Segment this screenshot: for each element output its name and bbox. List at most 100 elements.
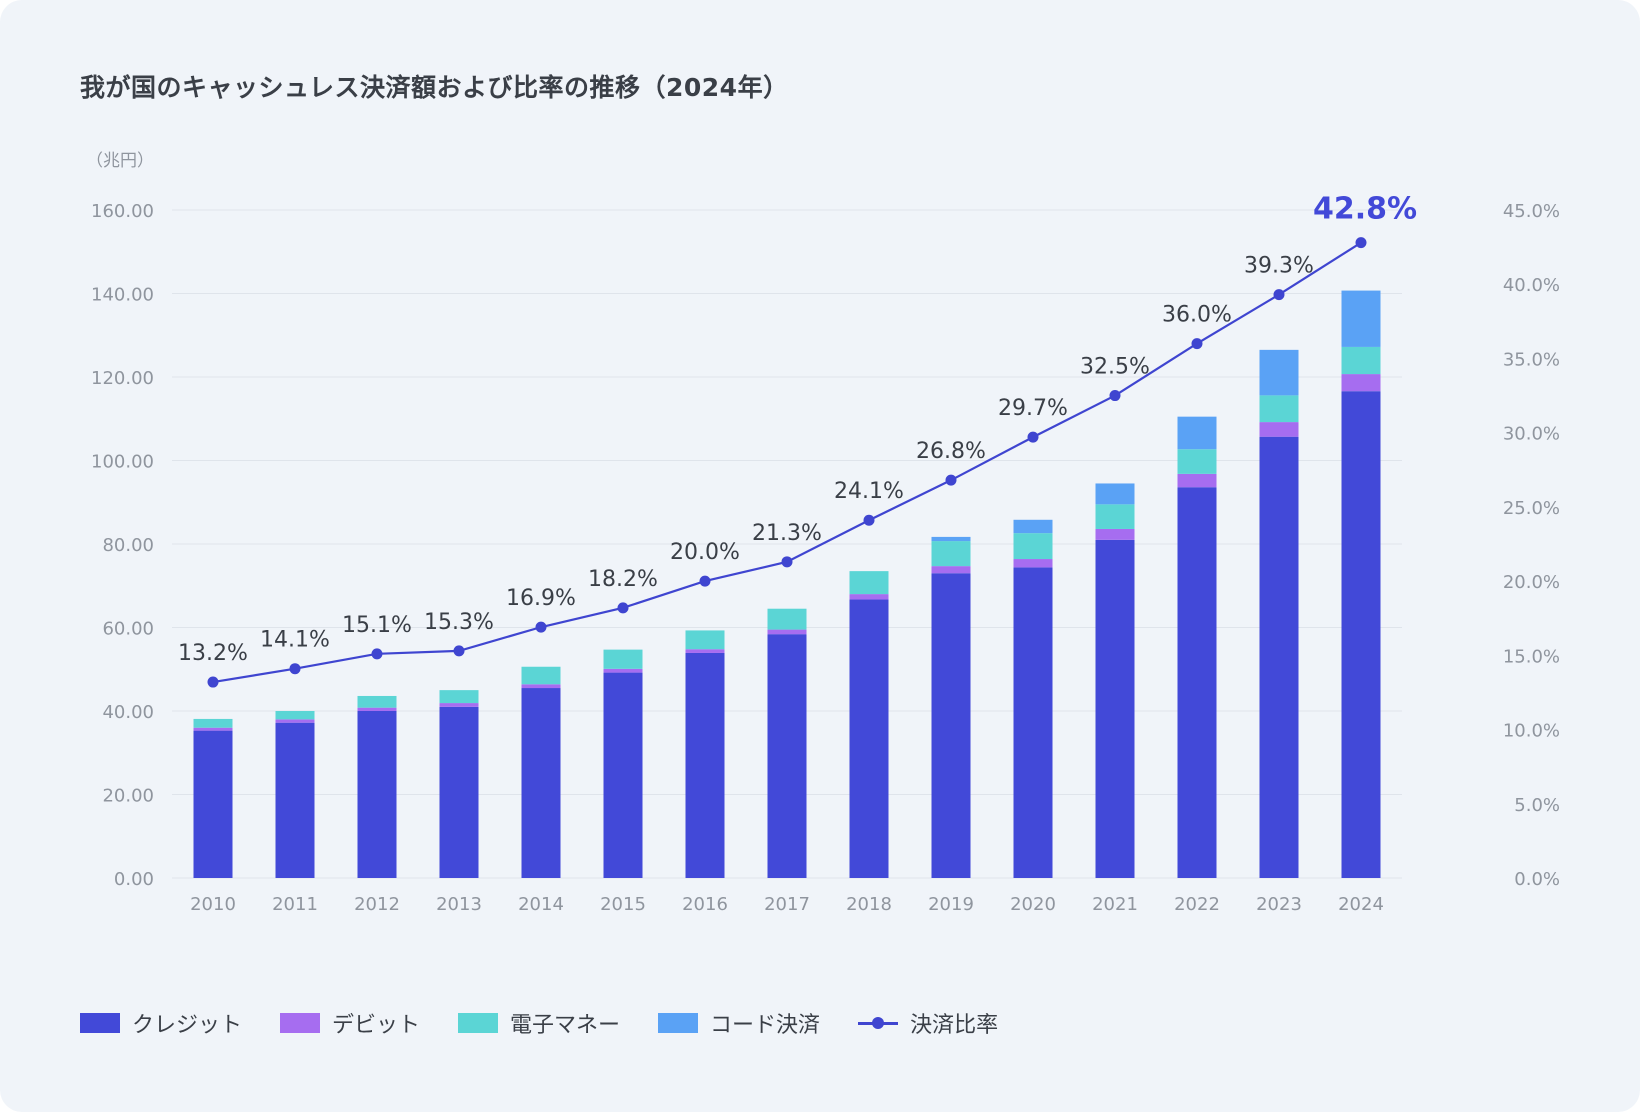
bar-code-payment[interactable] (1013, 519, 1053, 534)
bar-credit[interactable] (521, 688, 561, 878)
bar-emoney[interactable] (521, 666, 561, 685)
bar-credit[interactable] (767, 634, 807, 878)
legend-item-emoney[interactable]: 電子マネー (458, 1007, 620, 1039)
ratio-label: 15.1% (342, 613, 412, 638)
ratio-point[interactable] (1191, 338, 1203, 350)
bar-debit[interactable] (439, 703, 479, 707)
chart-legend: クレジット デビット 電子マネー コード決済 決済比率 (80, 1006, 998, 1040)
ratio-point[interactable] (207, 676, 219, 688)
bar-emoney[interactable] (193, 718, 233, 728)
legend-item-ratio[interactable]: 決済比率 (858, 1007, 998, 1039)
x-tick-label: 2024 (1338, 894, 1384, 915)
x-tick-label: 2012 (354, 894, 400, 915)
bar-credit[interactable] (1259, 436, 1299, 878)
ratio-label: 15.3% (424, 610, 494, 635)
legend-item-debit[interactable]: デビット (280, 1007, 420, 1039)
bar-debit[interactable] (849, 594, 889, 600)
ratio-label: 14.1% (260, 628, 330, 653)
bar-code-payment[interactable] (1341, 290, 1381, 347)
bar-debit[interactable] (931, 566, 971, 574)
bar-emoney[interactable] (931, 541, 971, 567)
bar-debit[interactable] (767, 629, 807, 635)
ratio-point[interactable] (1027, 431, 1039, 443)
bar-debit[interactable] (1095, 528, 1135, 540)
bar-credit[interactable] (357, 711, 397, 878)
legend-item-code-payment[interactable]: コード決済 (658, 1007, 820, 1039)
ratio-point[interactable] (535, 621, 547, 633)
bar-credit[interactable] (439, 706, 479, 878)
ratio-point[interactable] (1273, 289, 1285, 301)
bar-emoney[interactable] (1095, 504, 1135, 529)
bar-emoney[interactable] (767, 608, 807, 630)
bar-emoney[interactable] (357, 695, 397, 708)
y-tick-label: 0.00 (114, 869, 154, 890)
bar-emoney[interactable] (685, 630, 725, 650)
ratio-point[interactable] (289, 663, 301, 675)
legend-item-credit[interactable]: クレジット (80, 1007, 242, 1039)
y-axis-unit-label: （兆円） (86, 151, 154, 171)
bar-code-payment[interactable] (1259, 349, 1299, 396)
bar-code-payment[interactable] (1095, 483, 1135, 505)
bar-emoney[interactable] (439, 690, 479, 704)
bar-debit[interactable] (603, 668, 643, 673)
x-tick-label: 2017 (764, 894, 810, 915)
bar-credit[interactable] (193, 730, 233, 878)
ratio-point[interactable] (699, 575, 711, 587)
bar-credit[interactable] (685, 652, 725, 878)
ratio-point[interactable] (1355, 237, 1367, 249)
bar-credit[interactable] (603, 672, 643, 878)
bar-credit[interactable] (275, 722, 315, 878)
ratio-label: 29.7% (998, 396, 1068, 421)
bar-credit[interactable] (1177, 487, 1217, 878)
ratio-point[interactable] (945, 474, 957, 486)
ratio-point[interactable] (371, 648, 383, 660)
y2-tick-label: 40.0% (1503, 275, 1560, 296)
bar-code-payment[interactable] (1177, 416, 1217, 450)
y-tick-label: 100.00 (91, 452, 154, 473)
bar-emoney[interactable] (275, 711, 315, 720)
y-tick-label: 60.00 (102, 619, 154, 640)
bar-credit[interactable] (931, 573, 971, 878)
y2-tick-label: 15.0% (1503, 646, 1560, 667)
x-tick-label: 2013 (436, 894, 482, 915)
x-tick-label: 2011 (272, 894, 318, 915)
bar-emoney[interactable] (1013, 533, 1053, 560)
bar-debit[interactable] (1013, 559, 1053, 568)
bar-debit[interactable] (521, 684, 561, 689)
bar-credit[interactable] (849, 599, 889, 878)
ratio-point[interactable] (863, 514, 875, 526)
bar-emoney[interactable] (1341, 346, 1381, 375)
ratio-point[interactable] (617, 602, 629, 614)
bar-emoney[interactable] (1259, 395, 1299, 423)
y-tick-label: 20.00 (102, 786, 154, 807)
ratio-label-highlight: 42.8% (1313, 192, 1417, 227)
bar-debit[interactable] (275, 719, 315, 723)
ratio-point[interactable] (453, 645, 465, 657)
bar-debit[interactable] (357, 707, 397, 711)
bar-emoney[interactable] (1177, 449, 1217, 474)
legend-swatch-ratio (858, 1013, 899, 1033)
bar-debit[interactable] (1177, 473, 1217, 488)
bar-code-payment[interactable] (931, 536, 971, 542)
legend-label-code-payment: コード決済 (710, 1013, 821, 1038)
ratio-label: 24.1% (834, 479, 904, 504)
legend-swatch-emoney (458, 1013, 499, 1033)
x-tick-label: 2020 (1010, 894, 1056, 915)
bar-debit[interactable] (1341, 374, 1381, 392)
y2-tick-label: 35.0% (1503, 349, 1560, 370)
ratio-point[interactable] (781, 556, 793, 568)
bar-credit[interactable] (1095, 539, 1135, 878)
bar-debit[interactable] (1259, 422, 1299, 437)
bar-emoney[interactable] (849, 571, 889, 595)
bar-credit[interactable] (1341, 391, 1381, 878)
bar-debit[interactable] (685, 649, 725, 653)
y2-tick-label: 45.0% (1503, 201, 1560, 222)
bar-emoney[interactable] (603, 649, 643, 669)
bar-credit[interactable] (1013, 567, 1053, 878)
y2-tick-label: 25.0% (1503, 498, 1560, 519)
bar-debit[interactable] (193, 727, 233, 731)
ratio-point[interactable] (1109, 390, 1121, 402)
x-tick-label: 2019 (928, 894, 974, 915)
ratio-label: 16.9% (506, 586, 576, 611)
